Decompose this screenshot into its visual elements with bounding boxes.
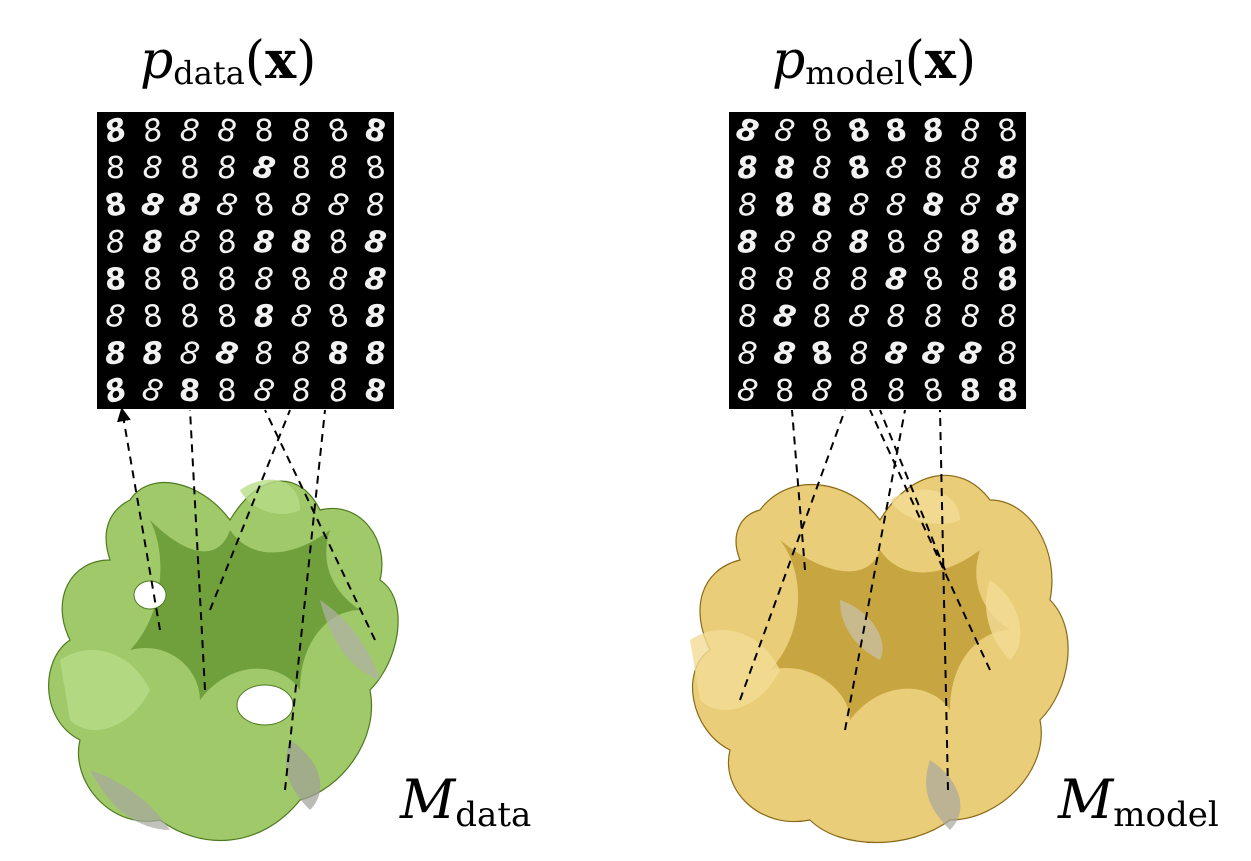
left-title-sub: data [173, 54, 245, 92]
digit-sample: 8 [923, 151, 943, 187]
digit-sample: 8 [363, 261, 388, 298]
digit-sample: 8 [290, 373, 313, 410]
digit-sample: 8 [252, 299, 276, 335]
left-connector-arrow [117, 407, 161, 631]
digit-sample: 8 [216, 150, 238, 187]
left-connector-line [209, 409, 291, 611]
left-manifold-symbol: M [400, 768, 456, 831]
digit-sample: 8 [289, 187, 312, 224]
right-connector-lines [739, 409, 991, 791]
digit-sample: 8 [365, 188, 387, 224]
digit-sample: 8 [736, 336, 758, 373]
left-title-p: p [140, 31, 174, 91]
left-manifold [48, 479, 399, 842]
digit-sample: 8 [959, 261, 982, 298]
right-connector-line [739, 409, 846, 701]
digit-sample: 8 [959, 373, 982, 409]
left-connector-line [189, 409, 206, 691]
right-title-sub: model [805, 54, 905, 92]
right-sample-grid: 8 8 8 8 8 8 8 88 8 8 8 8 8 8 88 8 8 8 8 8 8 88 8 8 8 8 8 8 88 8 8 8 8 8 8 8… [729, 112, 1026, 411]
right-manifold-label: Mmodel [1058, 768, 1219, 835]
digit-sample: 8 [179, 113, 201, 149]
digit-sample: 8 [141, 299, 164, 336]
digit-sample: 8 [996, 374, 1018, 409]
digit-sample: 8 [217, 374, 237, 409]
left-title-close: ) [296, 31, 317, 91]
right-title-x: x [924, 30, 956, 91]
digit-sample: 8 [141, 225, 164, 261]
digit-sample: 8 [254, 262, 275, 298]
right-title-open: ( [904, 31, 925, 91]
right-connector-line [939, 409, 949, 791]
left-density-title: pdata(x) [140, 30, 317, 92]
digit-sample: 8 [289, 113, 313, 150]
right-title-close: ) [955, 31, 977, 91]
digit-sample: 8 [960, 151, 982, 187]
digit-sample: 8 [141, 336, 165, 373]
digit-sample: 8 [883, 113, 909, 151]
digit-sample: 8 [253, 336, 275, 372]
digit-sample: 8 [142, 150, 164, 186]
left-grid-background [97, 112, 394, 409]
digit-sample: 8 [848, 262, 870, 299]
left-title-x: x [265, 30, 297, 91]
digit-sample: 8 [328, 151, 350, 187]
digit-sample: 8 [922, 224, 945, 261]
left-connector-line [284, 409, 326, 791]
digit-sample: 8 [105, 225, 126, 261]
digit-sample: 8 [178, 373, 202, 410]
right-connector-line [791, 409, 806, 571]
digit-sample: 8 [104, 262, 126, 298]
digit-sample: 8 [142, 262, 163, 298]
digit-sample: 8 [996, 151, 1019, 187]
digit-sample: 8 [105, 151, 125, 187]
digit-sample: 8 [177, 187, 202, 224]
left-manifold-label: Mdata [400, 768, 531, 835]
left-manifold-sub: data [455, 795, 532, 835]
digit-sample: 8 [775, 374, 794, 409]
right-connector-line [879, 409, 946, 571]
digit-sample: 8 [104, 336, 127, 372]
right-manifold [690, 474, 1069, 843]
digit-sample: 8 [291, 151, 312, 187]
digit-sample: 8 [849, 336, 869, 372]
digit-sample: 8 [883, 261, 909, 299]
right-density-title: pmodel(x) [772, 30, 977, 92]
digit-sample: 8 [737, 225, 759, 261]
digit-sample: 8 [737, 188, 758, 224]
digit-sample: 8 [922, 299, 945, 336]
digit-sample: 8 [364, 336, 387, 372]
right-manifold-symbol: M [1058, 768, 1114, 831]
digit-sample: 8 [998, 337, 1017, 372]
digit-sample: 8 [326, 336, 351, 373]
digit-sample: 8 [848, 225, 871, 261]
digit-sample: 8 [254, 114, 273, 149]
right-connector-line [844, 409, 906, 731]
digit-sample: 8 [252, 225, 276, 261]
right-grid-background [729, 112, 1026, 409]
digit-sample: 8 [998, 299, 1018, 334]
digit-sample: 8 [809, 187, 834, 224]
digit-sample: 8 [886, 299, 906, 334]
right-connector-line [869, 409, 991, 671]
right-title-p: p [772, 31, 806, 91]
digit-sample: 8 [291, 337, 310, 372]
left-sample-grid: 8 8 8 8 8 8 8 88 8 8 8 8 8 8 88 8 8 8 8 8 8 88 8 8 8 8 8 8 88 8 8 8 8 8 8 8… [97, 112, 394, 411]
digit-sample: 8 [104, 299, 127, 336]
left-connector-lines [117, 407, 376, 791]
digit-sample: 8 [736, 150, 760, 187]
left-connector-line [264, 409, 376, 641]
left-title-open: ( [244, 31, 266, 91]
digit-sample: 8 [179, 151, 201, 187]
digit-sample: 8 [364, 299, 386, 335]
digit-sample: 8 [812, 262, 832, 297]
right-manifold-sub: model [1113, 795, 1219, 835]
